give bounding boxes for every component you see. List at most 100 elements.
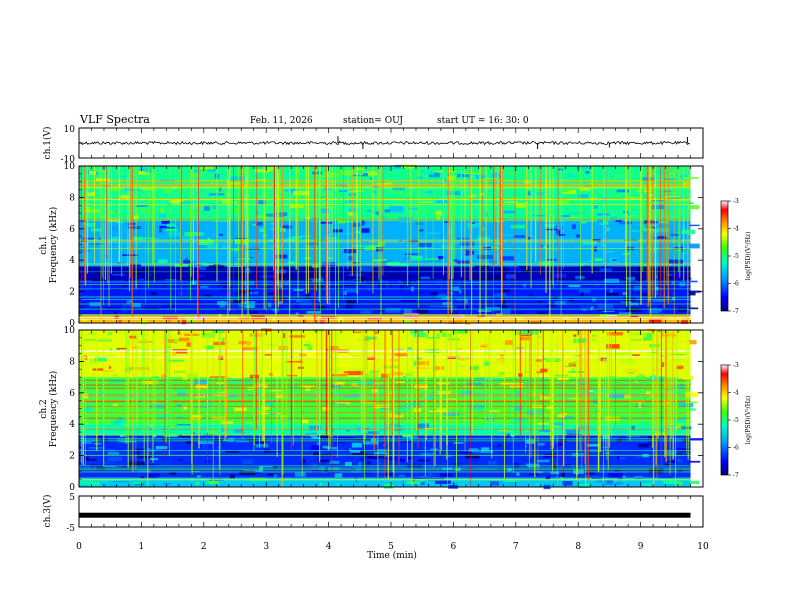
ch1-spectrogram-texture xyxy=(190,205,204,209)
ch1-spectrogram-texture xyxy=(653,228,670,233)
ch1-spectrogram-texture xyxy=(91,228,102,232)
ch1-spectrogram-texture xyxy=(489,169,501,172)
ch2-spectrogram-texture xyxy=(374,385,388,390)
ch2-spectrogram-texture xyxy=(589,390,594,393)
ch2-spectrogram-texture xyxy=(564,416,574,420)
ch1-spectrogram-texture xyxy=(343,249,358,254)
ch1-spectrogram-texture xyxy=(262,286,271,290)
ch2-spectrogram-texture xyxy=(400,404,412,410)
ch2-spectrogram-texture xyxy=(676,452,682,456)
ch2-spectrogram-texture xyxy=(481,447,490,452)
ch1-spectrogram-texture xyxy=(416,309,429,314)
ch1-spectrogram-texture xyxy=(567,212,583,215)
ch1-spectrogram-texture xyxy=(675,277,683,281)
ch2-spectrogram-texture xyxy=(633,448,642,452)
ch2-spectrogram-texture xyxy=(425,396,435,401)
ch1-spectrogram-texture xyxy=(198,239,214,244)
ch1-spectrogram-texture xyxy=(557,277,563,281)
ch1-spectrogram-texture xyxy=(259,228,264,232)
ch2-spectrogram-texture xyxy=(500,433,508,436)
ch1-spectrogram-texture xyxy=(491,223,504,228)
ch1-spectrogram-texture xyxy=(354,279,365,282)
ch1-spectrogram-texture xyxy=(586,182,600,186)
ch2-spectrogram-texture xyxy=(184,481,199,483)
ch1-spectrogram-texture xyxy=(481,227,485,231)
ch1-spectrogram-texture xyxy=(582,251,588,254)
ch2-spectrogram-texture xyxy=(84,364,94,369)
ch2-spectrogram-texture xyxy=(453,442,464,444)
ch1-spectrogram-texture xyxy=(396,214,409,216)
ch1-spectrogram-texture xyxy=(655,275,658,279)
ch1-spectrogram-texture xyxy=(248,301,256,306)
ch1-spectrogram-texture xyxy=(420,276,431,280)
ch1-spectrogram-texture xyxy=(305,242,320,245)
ch2-spectrogram-texture xyxy=(550,471,559,475)
ch2-spectrogram-texture xyxy=(217,369,224,372)
ch1-spectrogram-band xyxy=(79,266,691,281)
ch1-spectrogram-texture xyxy=(347,273,363,277)
ch2-spectrogram-texture xyxy=(114,352,128,357)
ch1-spectrogram-texture xyxy=(651,204,665,210)
ch2-spectrogram-texture xyxy=(330,429,335,432)
ch1-spectrogram-texture xyxy=(473,275,479,279)
ch2-spectrogram-texture xyxy=(501,333,505,338)
ch1-spectrogram-texture xyxy=(139,167,148,171)
ch2-spectrogram-texture xyxy=(212,330,225,333)
ch2-spectrogram-texture xyxy=(121,465,131,468)
ch2-spectrogram-texture xyxy=(643,336,652,341)
ch1-spectrogram-texture xyxy=(236,170,252,173)
ch2-spectrogram-texture xyxy=(150,379,160,384)
ch2-spectrogram-texture xyxy=(140,476,145,478)
ch2-spectrogram-texture xyxy=(420,407,434,410)
ch2-spectrogram-texture xyxy=(604,483,619,486)
ch2-spectrogram-texture xyxy=(147,473,161,477)
ch1-spectrogram-texture xyxy=(273,305,276,308)
ch1-spectrogram-texture xyxy=(212,204,218,210)
ch1-spectrogram-texture xyxy=(602,250,615,253)
ch2-spectrogram-texture xyxy=(245,424,251,428)
ch2-spectrogram-texture xyxy=(214,449,230,454)
ch1-spectrogram-texture xyxy=(270,222,274,226)
x-axis-tick-labels: 0 1 2 3 4 5 6 7 8 9 10 xyxy=(76,542,709,552)
ch1-spectrogram-texture xyxy=(260,270,274,276)
ch2-spectrogram-texture xyxy=(473,449,488,453)
ch2-spectrogram-texture xyxy=(488,403,492,406)
ch2-spectrogram-texture xyxy=(391,371,404,376)
ch1-spectrogram-texture xyxy=(684,307,699,310)
ch1-spectrogram-texture xyxy=(170,186,177,189)
ch2-spectrogram-texture xyxy=(528,409,543,415)
ch2-spectrogram-texture xyxy=(266,413,271,416)
ch1-spectrogram-texture xyxy=(425,258,439,261)
ch1-spectrogram-texture xyxy=(441,244,453,248)
ch2-spectrogram-texture xyxy=(557,390,560,395)
ch1-spectrogram-texture xyxy=(648,250,656,254)
ch1-spectrogram-texture xyxy=(503,210,516,214)
ch2-spectrogram-texture xyxy=(565,399,571,403)
ch2-spectrogram-texture xyxy=(657,329,661,333)
ch2-spectrogram-texture xyxy=(362,402,377,404)
ch2-spectrogram-texture xyxy=(462,345,469,349)
ch1-spectrogram-texture xyxy=(366,171,376,174)
ch2-spectrogram-texture xyxy=(570,433,582,438)
ch2-spectrogram-texture xyxy=(373,451,387,457)
figure-title: VLF Spectra xyxy=(79,113,150,126)
ch1-spectrogram-texture xyxy=(528,237,532,240)
ch1-spectrogram-texture xyxy=(408,207,420,211)
ch1-spectrogram-texture xyxy=(556,271,565,274)
ch2-spectrogram-texture xyxy=(671,353,686,355)
ch1-spectrogram-texture xyxy=(259,273,275,278)
ch1-spectrogram-texture xyxy=(274,254,288,259)
ch1-spectrogram-texture xyxy=(638,279,641,282)
ch2-spectrogram-texture xyxy=(374,331,379,335)
ch2-spectrogram-texture xyxy=(253,440,265,444)
ch2-spectrogram-texture xyxy=(217,433,224,435)
ch2-spectrogram-texture xyxy=(495,431,511,434)
ch2-spectrogram-texture xyxy=(575,354,581,357)
ch1-spectrogram-texture xyxy=(277,276,283,278)
ch2-spectrogram-texture xyxy=(294,427,304,431)
ch2-spectrogram-texture xyxy=(606,479,613,485)
ch1-spectrogram-texture xyxy=(119,276,135,280)
ch1-spectrogram-texture xyxy=(200,165,214,170)
ch2-spectrogram-texture xyxy=(269,372,273,376)
ch2-spectrogram-texture xyxy=(563,338,568,340)
